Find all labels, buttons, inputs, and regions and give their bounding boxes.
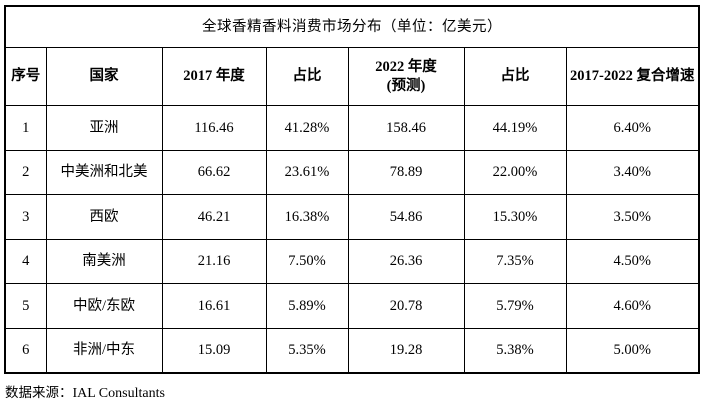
column-header-cagr: 2017-2022 复合增速 <box>565 47 700 106</box>
cell-country: 非洲/中东 <box>45 327 163 374</box>
table-row: 4 南美洲 21.16 7.50% 26.36 7.35% 4.50% <box>4 238 700 284</box>
cell-cagr: 3.50% <box>565 194 700 240</box>
cell-index: 6 <box>4 327 47 374</box>
cell-2022-share: 22.00% <box>463 149 567 195</box>
cell-cagr: 5.00% <box>565 327 700 374</box>
cell-country: 中欧/东欧 <box>45 283 163 329</box>
column-header-country: 国家 <box>45 47 163 106</box>
cell-index: 2 <box>4 149 47 195</box>
cell-cagr: 4.60% <box>565 283 700 329</box>
cell-country: 南美洲 <box>45 238 163 284</box>
cell-2022-share: 15.30% <box>463 194 567 240</box>
cell-2022-value: 19.28 <box>347 327 465 374</box>
data-source-line: 数据来源：IAL Consultants <box>5 381 702 402</box>
table-title: 全球香精香料消费市场分布（单位：亿美元） <box>4 5 700 48</box>
cell-2022-share: 5.79% <box>463 283 567 329</box>
market-distribution-table: 全球香精香料消费市场分布（单位：亿美元） 序号 国家 2017 年度 占比 20… <box>4 5 701 374</box>
cell-2022-value: 158.46 <box>347 105 465 151</box>
cell-2017-value: 46.21 <box>161 194 267 240</box>
cell-2017-value: 21.16 <box>161 238 267 284</box>
cell-cagr: 3.40% <box>565 149 700 195</box>
cell-2017-share: 23.61% <box>265 149 349 195</box>
table-row: 1 亚洲 116.46 41.28% 158.46 44.19% 6.40% <box>4 105 700 151</box>
cell-2022-value: 20.78 <box>347 283 465 329</box>
cell-index: 4 <box>4 238 47 284</box>
cell-2022-share: 5.38% <box>463 327 567 374</box>
cell-2017-value: 16.61 <box>161 283 267 329</box>
column-header-2022-forecast: 2022 年度 (预测) <box>347 47 465 106</box>
cell-country: 西欧 <box>45 194 163 240</box>
cell-index: 1 <box>4 105 47 151</box>
table-row: 6 非洲/中东 15.09 5.35% 19.28 5.38% 5.00% <box>4 327 700 374</box>
cell-country: 亚洲 <box>45 105 163 151</box>
column-header-2022-line2: (预测) <box>386 77 426 94</box>
cell-2017-share: 7.50% <box>265 238 349 284</box>
cell-2022-share: 7.35% <box>463 238 567 284</box>
table-title-row: 全球香精香料消费市场分布（单位：亿美元） <box>4 5 700 48</box>
data-source-value: IAL Consultants <box>72 386 165 401</box>
column-header-2022-line1: 2022 年度 <box>375 59 437 76</box>
cell-2022-value: 78.89 <box>347 149 465 195</box>
data-source-label: 数据来源： <box>5 385 73 400</box>
cell-2022-share: 44.19% <box>463 105 567 151</box>
cell-2017-value: 116.46 <box>161 105 267 151</box>
cell-index: 3 <box>4 194 47 240</box>
column-header-index: 序号 <box>4 47 47 106</box>
cell-2017-share: 5.35% <box>265 327 349 374</box>
table-row: 3 西欧 46.21 16.38% 54.86 15.30% 3.50% <box>4 194 700 240</box>
cell-2017-share: 41.28% <box>265 105 349 151</box>
cell-country: 中美洲和北美 <box>45 149 163 195</box>
table-row: 2 中美洲和北美 66.62 23.61% 78.89 22.00% 3.40% <box>4 149 700 195</box>
cell-cagr: 4.50% <box>565 238 700 284</box>
cell-2017-share: 16.38% <box>265 194 349 240</box>
table-header-row: 序号 国家 2017 年度 占比 2022 年度 (预测) 占比 2017-20… <box>4 47 700 106</box>
column-header-share-2017: 占比 <box>265 47 349 106</box>
column-header-share-2022: 占比 <box>463 47 567 106</box>
cell-cagr: 6.40% <box>565 105 700 151</box>
cell-2017-share: 5.89% <box>265 283 349 329</box>
column-header-2017: 2017 年度 <box>161 47 267 106</box>
cell-2022-value: 54.86 <box>347 194 465 240</box>
cell-2017-value: 15.09 <box>161 327 267 374</box>
cell-2022-value: 26.36 <box>347 238 465 284</box>
cell-2017-value: 66.62 <box>161 149 267 195</box>
table-row: 5 中欧/东欧 16.61 5.89% 20.78 5.79% 4.60% <box>4 283 700 329</box>
cell-index: 5 <box>4 283 47 329</box>
